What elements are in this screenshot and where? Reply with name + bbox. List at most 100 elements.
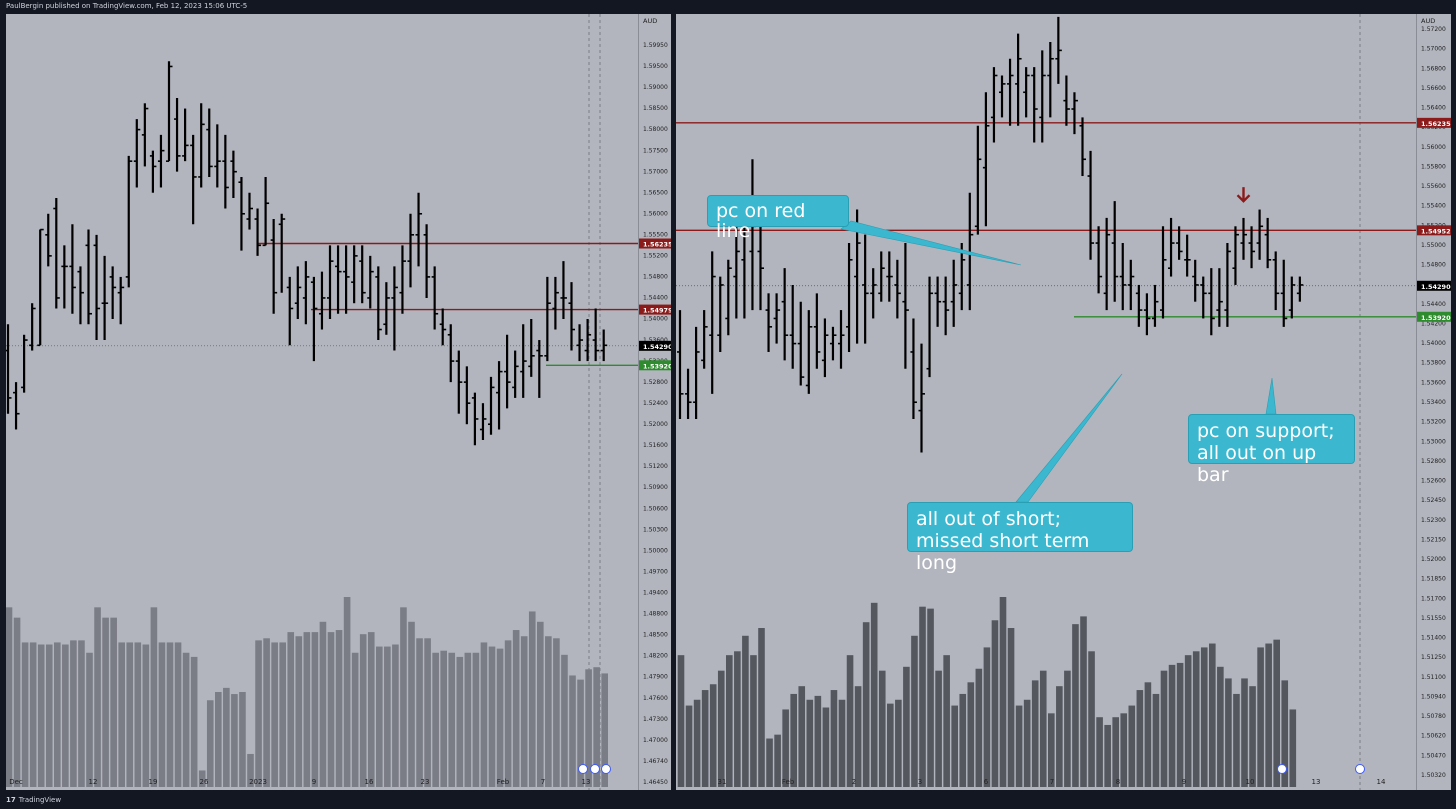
- ohlc-bar: [93, 234, 101, 341]
- price-label-badge: 1.56235: [639, 238, 673, 249]
- price-label-badge: 1.54979: [639, 304, 673, 315]
- price-axis-tick-label: 1.51600: [643, 442, 668, 449]
- volume-bar: [13, 617, 21, 787]
- price-axis-tick-label: 1.56800: [1421, 65, 1446, 72]
- ohlc-bar: [270, 219, 278, 314]
- right-price-chart[interactable]: 31 Feb 2 3 6 7 8 9 10 13 14: [676, 14, 1416, 790]
- ohlc-bar: [375, 266, 382, 341]
- volume-bar: [701, 690, 709, 787]
- ohlc-bar: [198, 103, 205, 188]
- volume-bar: [742, 635, 749, 787]
- volume-bar: [967, 682, 975, 787]
- price-axis-tick-label: 1.47900: [643, 674, 668, 681]
- price-axis-tick-label: 1.50600: [643, 505, 668, 512]
- ohlc-bar: [182, 108, 189, 162]
- volume-bar: [1241, 678, 1248, 787]
- price-axis-tick-label: 1.54000: [643, 316, 668, 323]
- ohlc-bar: [1095, 226, 1103, 294]
- price-axis-tick-label: 1.52300: [1421, 517, 1446, 524]
- volume-bar: [983, 647, 991, 787]
- volume-bar: [838, 699, 846, 787]
- right-price-axis[interactable]: AUD 1.57200 1.57000 1.56800 1.56600 1.56400 1.…: [1416, 14, 1451, 790]
- price-axis-tick-label: 1.55400: [1421, 203, 1446, 210]
- ohlc-bar: [479, 403, 487, 440]
- ohlc-bar: [190, 134, 197, 225]
- callout-pointer: [840, 220, 1022, 266]
- volume-bar: [94, 607, 101, 787]
- volume-bar: [311, 632, 319, 787]
- volume-bar: [206, 700, 214, 787]
- x-axis-tick-label: 31: [718, 778, 727, 786]
- ohlc-bar: [367, 255, 374, 309]
- price-axis-tick-label: 1.48200: [643, 653, 668, 660]
- ohlc-bar: [974, 125, 982, 235]
- ohlc-bar: [982, 92, 990, 227]
- publisher-caption: PaulBergin published on TradingView.com,…: [6, 2, 248, 10]
- price-axis-tick-label: 1.50620: [1421, 733, 1446, 740]
- right-chart-panel[interactable]: 31 Feb 2 3 6 7 8 9 10 13 14 AUD 1.57200 1.57000 1.568…: [676, 14, 1451, 790]
- price-axis-tick-label: 1.49400: [643, 589, 668, 596]
- left-chart-panel[interactable]: Dec 12 19 26 2023 9 16 23 Feb 7 13 AUD 1.59950 1.595…: [6, 14, 673, 790]
- ohlc-bar: [813, 293, 821, 369]
- ohlc-bar: [1087, 150, 1095, 260]
- volume-bar: [726, 655, 733, 787]
- volume-bar: [1088, 651, 1095, 787]
- ohlc-bar: [1023, 67, 1030, 118]
- ohlc-bar: [512, 350, 519, 398]
- volume-bar: [758, 628, 765, 787]
- volume-bar: [472, 652, 480, 787]
- ohlc-bar: [1232, 226, 1239, 285]
- volume-bar: [1249, 686, 1256, 787]
- volume-bar: [118, 642, 125, 787]
- volume-bar: [822, 707, 830, 787]
- ohlc-bar: [693, 326, 700, 419]
- price-axis-tick-label: 1.53800: [1421, 360, 1446, 367]
- left-price-axis[interactable]: AUD 1.59950 1.59500 1.59000 1.58500 1.58000 1.…: [638, 14, 673, 790]
- price-axis-tick-label: 1.46450: [643, 779, 668, 786]
- ohlc-bar: [359, 245, 366, 304]
- price-axis-tick-label: 1.55200: [643, 253, 668, 260]
- ohlc-bar: [318, 271, 326, 330]
- volume-bar: [1209, 643, 1216, 787]
- ohlc-bar: [870, 268, 877, 319]
- ohlc-bar: [286, 276, 294, 346]
- volume-bar: [158, 642, 166, 787]
- left-price-chart[interactable]: Dec 12 19 26 2023 9 16 23 Feb 7 13: [6, 14, 638, 790]
- footer-brand: 17 TradingView: [6, 796, 61, 804]
- ohlc-bar: [1111, 201, 1119, 302]
- volume-bar: [255, 640, 262, 787]
- price-label-badge-bg: [639, 340, 671, 351]
- ohlc-bar: [1296, 276, 1304, 302]
- volume-bar: [999, 597, 1007, 787]
- volume-bar: [1176, 662, 1184, 787]
- x-axis-tick-label: Feb: [782, 778, 795, 786]
- price-label-badge-text: 1.54979: [643, 307, 671, 315]
- ohlc-bar: [85, 229, 92, 325]
- ohlc-bar: [600, 329, 608, 362]
- ohlc-bar: [1135, 284, 1143, 327]
- volume-bar: [295, 636, 303, 787]
- ohlc-bar: [471, 392, 479, 446]
- x-axis-tick-label: 12: [89, 778, 98, 786]
- ohlc-bar: [310, 276, 318, 362]
- price-axis-tick-label: 1.53000: [1421, 438, 1446, 445]
- price-axis-tick-label: 1.52000: [1421, 556, 1446, 563]
- x-axis-tick-label: 16: [365, 778, 374, 786]
- volume-bar: [1023, 699, 1031, 787]
- volume-bar: [271, 642, 278, 787]
- ohlc-bar: [174, 98, 181, 172]
- volume-bar: [150, 607, 158, 787]
- volume-bar: [814, 695, 822, 787]
- price-axis-tick-label: 1.56500: [643, 189, 668, 196]
- price-axis-tick-label: 1.59000: [643, 84, 668, 91]
- volume-bar: [1225, 678, 1232, 787]
- price-axis-tick-label: 1.54400: [643, 295, 668, 302]
- price-axis-tick-label: 1.56600: [1421, 85, 1446, 92]
- x-axis-tick-label: 9: [312, 778, 316, 786]
- ohlc-bar: [455, 350, 463, 414]
- price-label-badge-text: 1.54952: [1421, 227, 1451, 235]
- volume-bar: [110, 617, 117, 787]
- price-axis-tick-label: 1.50900: [643, 484, 668, 491]
- ohlc-bar: [1224, 243, 1231, 327]
- price-axis-tick-label: 1.50780: [1421, 713, 1446, 720]
